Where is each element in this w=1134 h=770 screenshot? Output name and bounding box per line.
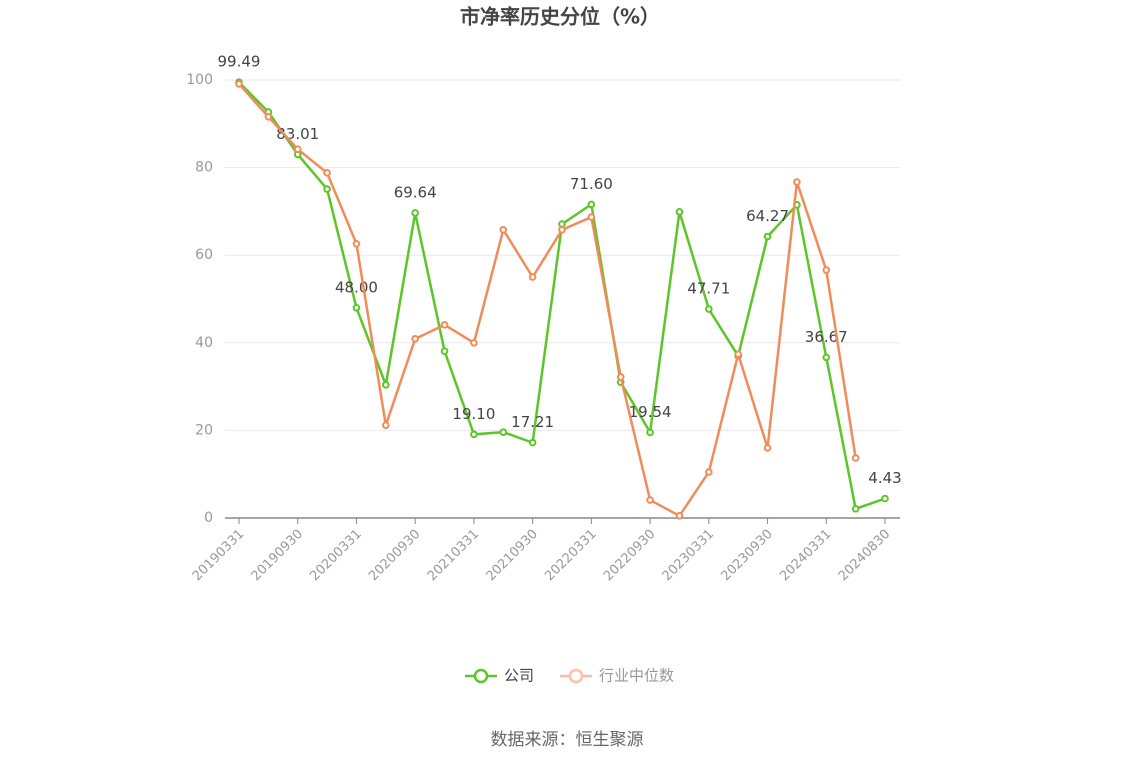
y-tick-label: 80 [195, 160, 213, 176]
data-point [851, 454, 860, 462]
legend-label: 行业中位数 [599, 667, 674, 685]
data-point [528, 438, 537, 447]
x-tick-label: 20230930 [718, 527, 775, 584]
data-point [470, 430, 478, 439]
data-point [558, 225, 566, 234]
data-point [352, 240, 361, 248]
x-tick-label: 20220331 [542, 527, 599, 584]
data-point [382, 381, 390, 389]
x-tick-label: 20190331 [190, 527, 247, 584]
x-tick-label: 20220930 [601, 527, 658, 584]
data-point [411, 335, 419, 343]
data-point [470, 339, 478, 347]
data-point [587, 213, 596, 221]
data-point [616, 373, 625, 381]
data-point [440, 321, 449, 329]
data-point [440, 347, 449, 355]
data-point [763, 232, 772, 241]
data-label: 19.10 [452, 405, 495, 423]
source: 数据来源：恒生聚源 [491, 730, 644, 750]
chart-title: 市净率历史分位（%） [460, 5, 660, 29]
legend-marker [568, 668, 584, 684]
data-label: 69.64 [394, 183, 437, 201]
data-label: 64.27 [746, 207, 789, 225]
data-label: 99.49 [218, 53, 261, 71]
y-tick-label: 0 [204, 510, 213, 526]
legend-marker [473, 668, 489, 684]
data-label: 17.21 [511, 413, 554, 431]
data-point [734, 350, 742, 358]
data-point [411, 209, 419, 217]
y-tick-label: 100 [186, 72, 213, 88]
data-point [851, 505, 860, 513]
data-point [293, 145, 302, 154]
x-tick-label: 20230331 [660, 527, 717, 584]
data-point [822, 266, 831, 274]
data-point [675, 208, 684, 216]
data-label: 4.43 [868, 469, 901, 487]
legend-item: 行业中位数 [560, 667, 674, 685]
y-tick-label: 40 [195, 335, 213, 351]
legend-label: 公司 [504, 667, 534, 685]
data-point [528, 273, 537, 281]
data-label: 19.54 [629, 403, 672, 421]
data-point [763, 444, 772, 452]
data-point [323, 169, 331, 177]
data-point [793, 178, 801, 186]
data-point [499, 225, 508, 234]
data-point [499, 428, 508, 436]
data-point [705, 468, 713, 476]
x-tick-label: 20200930 [366, 527, 423, 584]
data-label: 36.67 [805, 328, 848, 346]
x-tick-label: 20210930 [484, 527, 541, 584]
series-line [238, 83, 857, 518]
x-tick-label: 20200331 [307, 527, 364, 584]
data-point [675, 512, 684, 520]
data-point [705, 305, 713, 313]
legend-item: 公司 [465, 667, 534, 685]
data-label: 48.00 [335, 278, 378, 296]
data-label: 47.71 [687, 280, 730, 298]
data-point [352, 303, 361, 312]
x-tick-label: 20190930 [249, 527, 306, 584]
data-point [646, 496, 654, 504]
y-tick-label: 60 [195, 247, 213, 263]
y-tick-label: 20 [195, 422, 213, 438]
data-point [235, 80, 243, 88]
x-tick-label: 20240830 [836, 527, 893, 584]
x-tick-label: 20210331 [425, 527, 482, 584]
data-point [822, 353, 831, 362]
data-label: 71.60 [570, 175, 613, 193]
data-point [587, 200, 596, 209]
data-point [264, 112, 273, 121]
x-tick-label: 20240331 [777, 527, 834, 584]
data-point [881, 494, 889, 503]
data-point [323, 185, 331, 193]
data-point [646, 428, 654, 437]
data-point [382, 421, 390, 429]
